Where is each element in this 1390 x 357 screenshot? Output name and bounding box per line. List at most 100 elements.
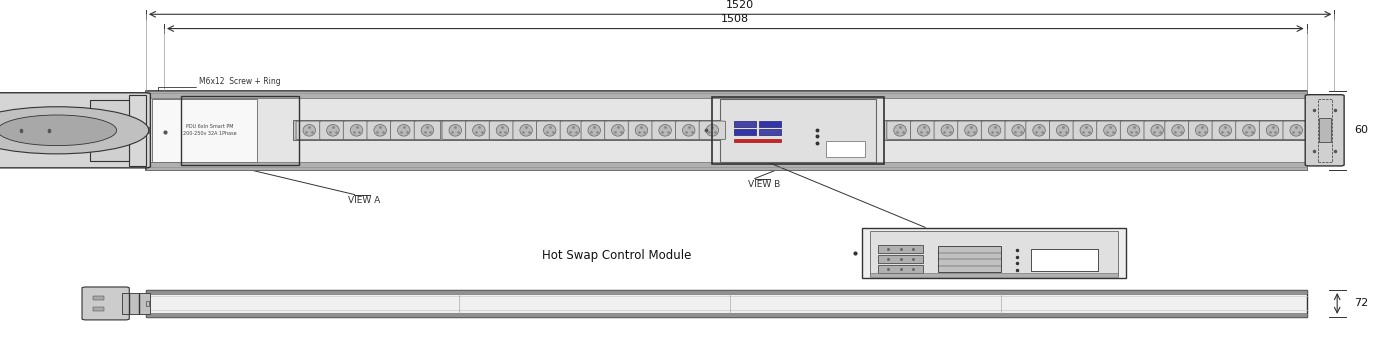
FancyBboxPatch shape — [1259, 121, 1286, 140]
FancyBboxPatch shape — [1073, 121, 1099, 140]
FancyBboxPatch shape — [605, 121, 631, 140]
Ellipse shape — [1104, 125, 1116, 136]
FancyBboxPatch shape — [320, 121, 346, 140]
Bar — [1319, 118, 1330, 142]
Ellipse shape — [374, 125, 386, 136]
FancyBboxPatch shape — [0, 93, 150, 168]
Ellipse shape — [917, 125, 930, 136]
Bar — [826, 141, 865, 157]
Ellipse shape — [706, 125, 719, 136]
FancyBboxPatch shape — [652, 121, 678, 140]
Bar — [878, 245, 923, 253]
Ellipse shape — [449, 125, 461, 136]
FancyBboxPatch shape — [1188, 121, 1215, 140]
Bar — [90, 127, 149, 133]
FancyBboxPatch shape — [981, 121, 1008, 140]
Text: M6x12  Screw + Ring: M6x12 Screw + Ring — [199, 77, 281, 86]
Text: 1508: 1508 — [721, 14, 749, 24]
Bar — [578, 120, 728, 140]
Bar — [1023, 120, 1173, 140]
FancyBboxPatch shape — [1305, 95, 1344, 166]
FancyBboxPatch shape — [82, 287, 129, 320]
Bar — [146, 91, 1307, 170]
Ellipse shape — [894, 125, 906, 136]
Ellipse shape — [1219, 125, 1232, 136]
Ellipse shape — [635, 125, 648, 136]
Bar — [122, 293, 150, 313]
FancyBboxPatch shape — [1120, 121, 1147, 140]
Ellipse shape — [303, 125, 316, 136]
Bar — [884, 120, 1034, 140]
Ellipse shape — [1127, 125, 1140, 136]
Ellipse shape — [988, 125, 1001, 136]
FancyBboxPatch shape — [958, 121, 984, 140]
FancyBboxPatch shape — [628, 121, 655, 140]
Bar — [152, 99, 257, 162]
Bar — [129, 95, 146, 166]
Ellipse shape — [1080, 125, 1093, 136]
Ellipse shape — [1243, 125, 1255, 136]
Bar — [146, 91, 1307, 98]
FancyBboxPatch shape — [466, 121, 492, 140]
FancyBboxPatch shape — [1097, 121, 1123, 140]
FancyBboxPatch shape — [343, 121, 370, 140]
Circle shape — [0, 107, 149, 154]
Ellipse shape — [1290, 125, 1302, 136]
Bar — [862, 228, 1126, 278]
FancyBboxPatch shape — [699, 121, 726, 140]
Ellipse shape — [588, 125, 600, 136]
Bar — [759, 129, 781, 135]
Bar — [878, 255, 923, 263]
FancyBboxPatch shape — [1005, 121, 1031, 140]
Ellipse shape — [1056, 125, 1069, 136]
FancyBboxPatch shape — [676, 121, 702, 140]
Bar — [712, 97, 884, 164]
Bar — [1162, 120, 1312, 140]
Bar — [734, 129, 756, 135]
Text: VIEW A: VIEW A — [348, 196, 379, 205]
Bar — [1031, 249, 1098, 271]
Ellipse shape — [350, 125, 363, 136]
Bar — [181, 96, 299, 165]
FancyBboxPatch shape — [1283, 121, 1309, 140]
Ellipse shape — [398, 125, 410, 136]
Bar — [734, 139, 781, 142]
Bar — [146, 162, 1307, 170]
Bar — [93, 296, 104, 300]
FancyBboxPatch shape — [1165, 121, 1191, 140]
FancyBboxPatch shape — [581, 121, 607, 140]
Text: 1520: 1520 — [726, 0, 755, 10]
Ellipse shape — [473, 125, 485, 136]
Ellipse shape — [1151, 125, 1163, 136]
FancyBboxPatch shape — [442, 121, 468, 140]
Text: Hot Swap Control Module: Hot Swap Control Module — [542, 249, 691, 262]
Ellipse shape — [1012, 125, 1024, 136]
FancyBboxPatch shape — [1212, 121, 1238, 140]
FancyBboxPatch shape — [1049, 121, 1076, 140]
FancyBboxPatch shape — [414, 121, 441, 140]
FancyBboxPatch shape — [1236, 121, 1262, 140]
Ellipse shape — [327, 125, 339, 136]
FancyBboxPatch shape — [910, 121, 937, 140]
Bar — [938, 246, 1001, 272]
Bar — [870, 273, 1118, 277]
FancyBboxPatch shape — [391, 121, 417, 140]
FancyBboxPatch shape — [513, 121, 539, 140]
FancyBboxPatch shape — [1026, 121, 1052, 140]
Bar — [759, 121, 781, 127]
Text: VIEW B: VIEW B — [748, 180, 780, 189]
Bar — [720, 99, 876, 162]
Bar — [439, 120, 589, 140]
Text: 72: 72 — [1354, 298, 1368, 308]
FancyBboxPatch shape — [537, 121, 563, 140]
Ellipse shape — [567, 125, 580, 136]
Ellipse shape — [965, 125, 977, 136]
FancyBboxPatch shape — [489, 121, 516, 140]
Ellipse shape — [1033, 125, 1045, 136]
Ellipse shape — [941, 125, 954, 136]
Ellipse shape — [543, 125, 556, 136]
FancyBboxPatch shape — [367, 121, 393, 140]
Bar — [146, 290, 1307, 293]
Bar — [870, 231, 1118, 276]
FancyBboxPatch shape — [887, 121, 913, 140]
